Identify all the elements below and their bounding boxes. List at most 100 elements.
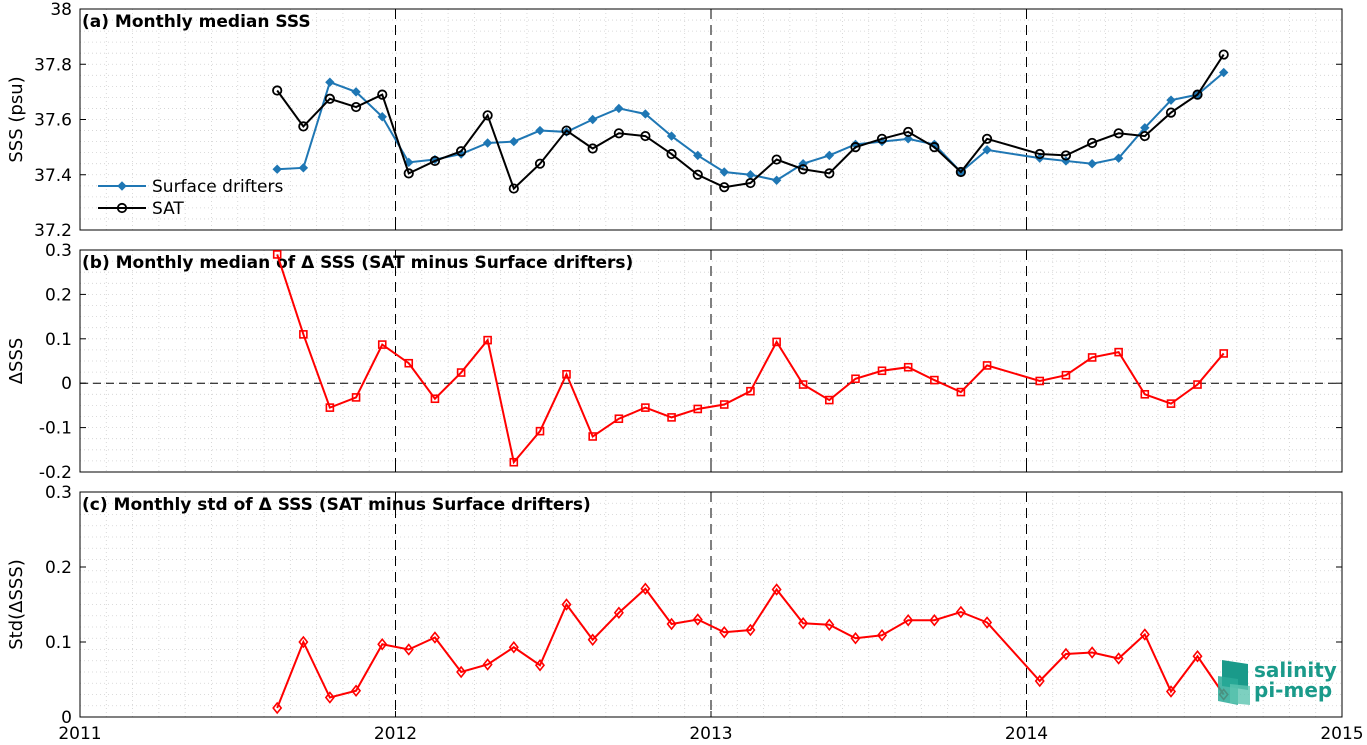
panel-title: (a) Monthly median SSS <box>82 12 311 32</box>
panel-b: -0.2 -0.1 0 0.1 0.2 0.3 ΔSSS (b) Monthly median… <box>6 241 1343 483</box>
data-point-0 <box>903 613 914 627</box>
data-point-0 <box>1035 376 1045 386</box>
data-point-0 <box>1139 628 1150 641</box>
data-point-0 <box>772 337 781 347</box>
data-point-0 <box>561 598 572 611</box>
data-point-0 <box>1113 652 1124 665</box>
data-point-0 <box>351 684 362 698</box>
data-point-0 <box>1113 153 1124 163</box>
data-point-0 <box>1165 685 1177 698</box>
data-point-0 <box>693 150 703 161</box>
logo-line2: pi-mep <box>1254 678 1332 702</box>
data-point-0 <box>508 640 519 654</box>
data-point-0 <box>324 691 335 704</box>
data-point-0 <box>640 109 651 119</box>
data-point-0 <box>798 616 809 630</box>
data-point-1 <box>534 158 546 169</box>
data-point-0 <box>693 404 703 414</box>
panel-c: 0 0.1 0.2 0.3 2011 2012 2013 2014 2015 Std(ΔSSS) (… <box>6 483 1364 744</box>
series-line-0 <box>277 71 1225 182</box>
data-point-0 <box>824 150 835 161</box>
data-point-0 <box>851 374 860 384</box>
data-point-0 <box>903 362 913 372</box>
y-axis-label: Std(ΔSSS) <box>6 559 27 650</box>
data-point-0 <box>1060 647 1071 661</box>
data-point-0 <box>771 583 782 596</box>
y-tick-label: 0.1 <box>45 633 72 653</box>
data-point-0 <box>955 605 966 619</box>
data-point-0 <box>903 134 913 144</box>
data-point-0 <box>482 658 493 671</box>
data-point-0 <box>1193 380 1202 389</box>
data-point-1 <box>272 85 283 96</box>
data-point-1 <box>508 183 519 194</box>
data-point-1 <box>1087 137 1098 149</box>
data-point-0 <box>535 125 545 136</box>
data-point-0 <box>325 77 335 87</box>
data-point-1 <box>298 121 309 132</box>
data-point-0 <box>798 380 808 389</box>
data-point-0 <box>298 635 309 649</box>
series-line-0 <box>276 254 1225 465</box>
data-point-0 <box>614 414 624 424</box>
data-point-1 <box>1034 148 1045 160</box>
x-tick-label: 2014 <box>1005 724 1048 744</box>
data-point-1 <box>771 154 782 165</box>
data-point-0 <box>666 617 677 631</box>
data-point-0 <box>719 625 730 639</box>
data-point-1 <box>613 128 624 139</box>
data-point-0 <box>482 138 493 148</box>
data-point-0 <box>1087 646 1098 659</box>
data-point-0 <box>1166 95 1176 105</box>
legend-entry: SAT <box>152 199 184 219</box>
legend-marker <box>116 202 128 214</box>
x-tick-label: 2011 <box>58 724 101 744</box>
data-point-0 <box>377 637 388 651</box>
data-point-0 <box>351 87 361 97</box>
y-tick-label: 0.3 <box>45 483 72 503</box>
y-tick-label: 0 <box>61 374 72 394</box>
data-point-0 <box>666 131 677 141</box>
data-point-0 <box>719 167 729 177</box>
data-point-0 <box>272 701 283 715</box>
data-point-0 <box>640 582 651 596</box>
data-point-1 <box>745 177 756 189</box>
data-point-0 <box>1192 649 1203 663</box>
data-point-0 <box>824 618 835 632</box>
x-tick-label: 2012 <box>374 724 417 744</box>
data-point-0 <box>483 335 492 345</box>
data-point-0 <box>771 175 782 185</box>
data-point-1 <box>903 126 914 138</box>
data-point-0 <box>1087 353 1097 362</box>
data-point-0 <box>825 395 834 405</box>
data-point-0 <box>1114 347 1123 357</box>
y-tick-label: 0.2 <box>45 558 72 578</box>
data-point-1 <box>929 142 940 153</box>
legend-entry: Surface drifters <box>152 177 283 197</box>
y-tick-label: 37.6 <box>34 111 72 131</box>
data-point-1 <box>1139 130 1150 142</box>
data-point-0 <box>272 250 282 259</box>
data-point-0 <box>1219 349 1228 358</box>
data-point-1 <box>482 110 493 121</box>
data-point-0 <box>377 340 387 349</box>
data-point-0 <box>430 394 440 404</box>
y-tick-label: 37.4 <box>34 166 72 186</box>
data-point-0 <box>299 330 308 339</box>
data-point-1 <box>666 148 677 160</box>
data-point-0 <box>929 613 940 627</box>
data-point-1 <box>377 89 388 100</box>
data-point-0 <box>403 643 414 656</box>
y-tick-label: 0.2 <box>45 285 72 305</box>
data-point-0 <box>1034 674 1045 688</box>
data-point-0 <box>1061 370 1071 380</box>
data-point-1 <box>798 164 809 175</box>
y-tick-label: -0.1 <box>39 419 72 439</box>
data-point-0 <box>456 665 467 679</box>
data-point-1 <box>1113 128 1124 139</box>
data-point-0 <box>930 375 939 385</box>
data-point-0 <box>1140 389 1150 399</box>
y-axis-label: SSS (psu) <box>6 76 27 162</box>
data-point-1 <box>692 169 703 180</box>
data-point-0 <box>745 623 756 637</box>
